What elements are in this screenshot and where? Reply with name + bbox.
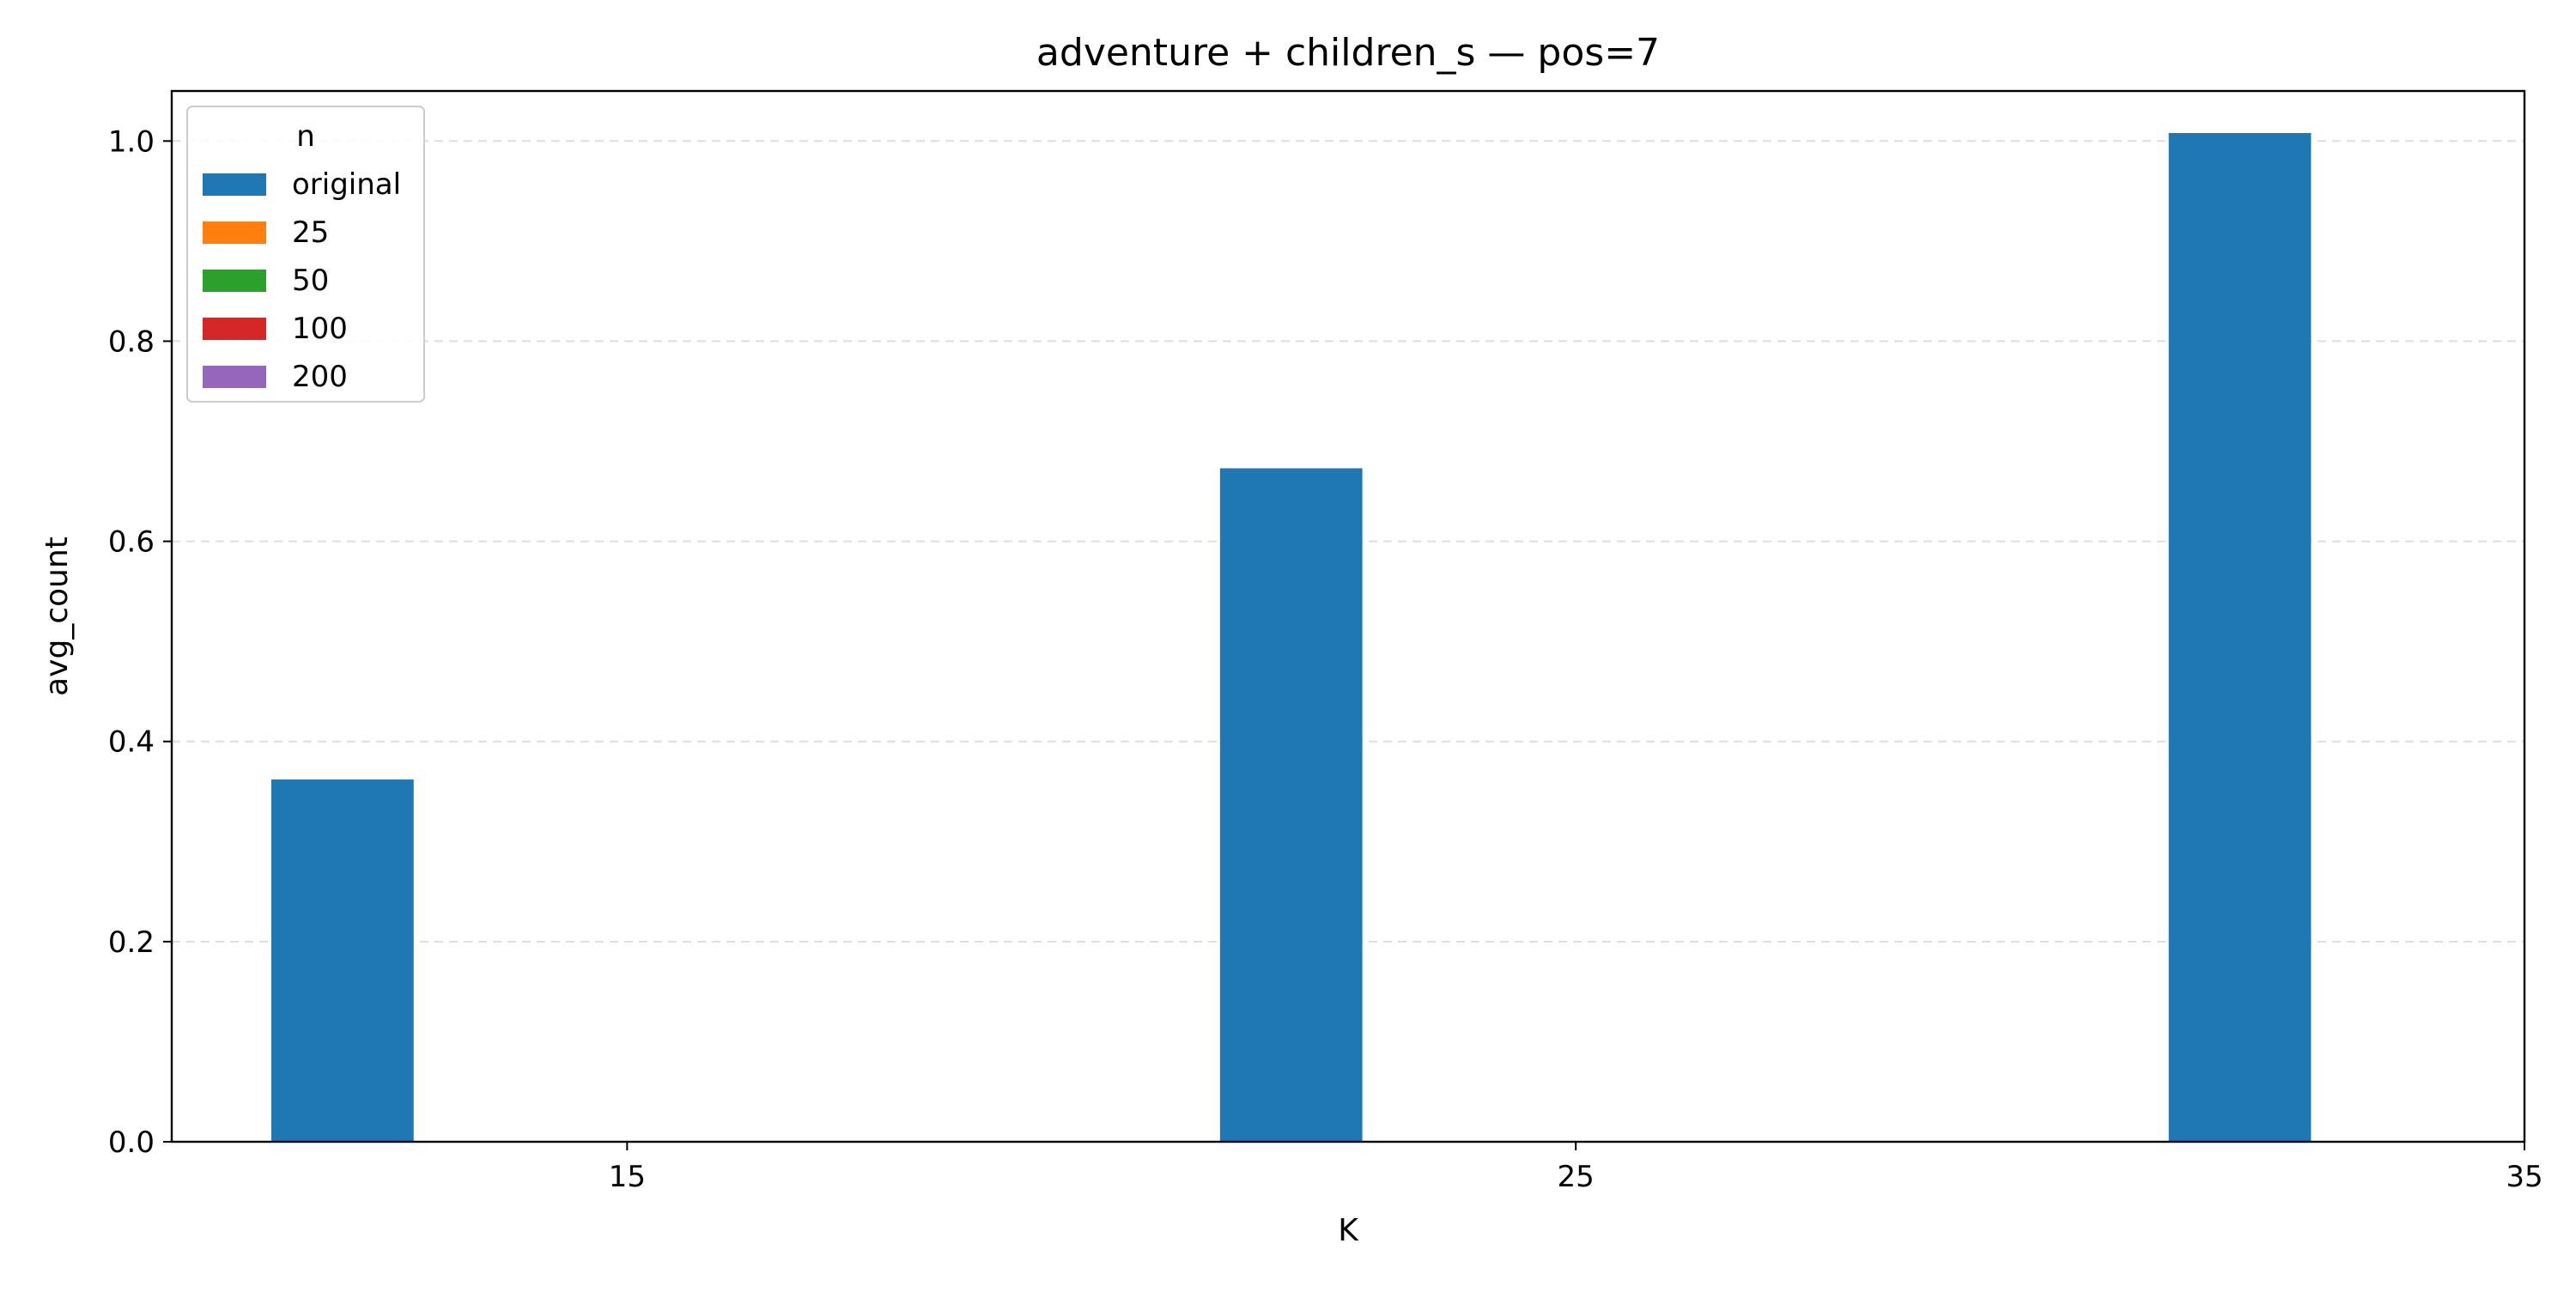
x-axis-label: K bbox=[1338, 1213, 1359, 1248]
bar-original-35 bbox=[2168, 132, 2312, 1143]
legend-swatch bbox=[203, 221, 266, 244]
plot-frame bbox=[170, 89, 2526, 1143]
y-tick-label: 0.2 bbox=[108, 925, 155, 960]
chart-title: adventure + children_s — pos=7 bbox=[1036, 31, 1660, 75]
y-tick-label: 0.0 bbox=[108, 1125, 155, 1160]
legend-entries: original 25 50 100 200 bbox=[203, 167, 401, 394]
y-tick-label: 0.6 bbox=[108, 525, 155, 560]
legend-label: 200 bbox=[292, 360, 348, 394]
x-tick-label: 25 bbox=[1558, 1160, 1595, 1194]
legend-swatch bbox=[203, 270, 266, 292]
legend: n original 25 50 100 200 bbox=[186, 106, 425, 403]
legend-title: n bbox=[296, 119, 315, 154]
legend-label: 100 bbox=[292, 312, 348, 346]
y-tick-label: 0.8 bbox=[108, 325, 155, 359]
bar-original-15 bbox=[271, 779, 414, 1142]
legend-swatch bbox=[203, 366, 266, 388]
x-tick-label: 35 bbox=[2506, 1160, 2543, 1194]
legend-swatch bbox=[203, 318, 266, 340]
y-tick-label: 1.0 bbox=[108, 124, 155, 159]
y-tick-label: 0.4 bbox=[108, 725, 155, 760]
legend-swatch bbox=[203, 173, 266, 196]
bar-original-25 bbox=[1219, 468, 1363, 1142]
bars bbox=[271, 132, 2312, 1143]
x-axis-ticks: 15 25 35 bbox=[609, 1142, 2543, 1194]
legend-label: original bbox=[292, 167, 401, 202]
y-axis-ticks: 0.0 0.2 0.4 0.6 0.8 1.0 bbox=[108, 124, 172, 1160]
legend-label: 50 bbox=[292, 264, 329, 298]
legend-label: 25 bbox=[292, 215, 329, 250]
y-axis-label: avg_count bbox=[39, 537, 75, 696]
x-tick-label: 15 bbox=[609, 1160, 646, 1194]
